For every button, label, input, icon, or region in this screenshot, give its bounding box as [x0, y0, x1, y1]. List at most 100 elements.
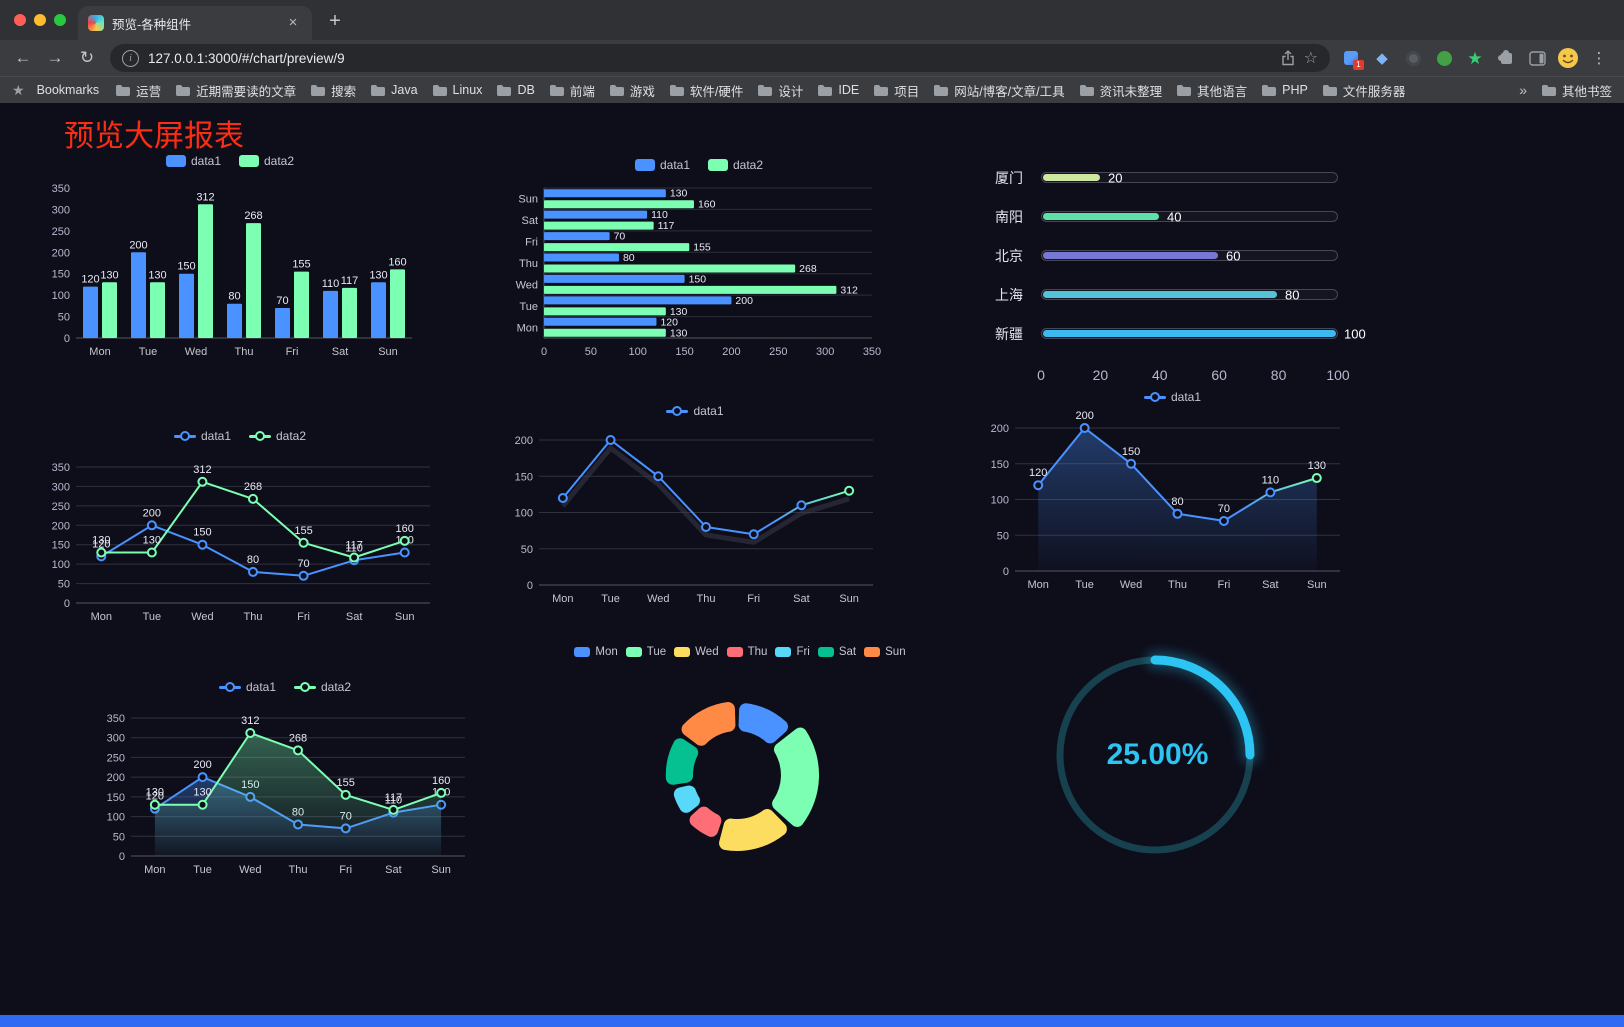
pie-slice-Tue[interactable] — [772, 727, 820, 827]
legend-marker — [239, 155, 259, 167]
site-info-icon[interactable]: i — [122, 49, 139, 67]
bookmark-folder[interactable]: 文件服务器 — [1322, 81, 1405, 100]
svg-text:0: 0 — [64, 598, 70, 610]
svg-text:80: 80 — [623, 252, 635, 264]
svg-text:160: 160 — [432, 775, 450, 787]
svg-text:50: 50 — [521, 544, 533, 556]
legend-item-Tue[interactable]: Tue — [625, 646, 666, 658]
bookmark-folder[interactable]: 运营 — [115, 81, 161, 100]
pie-slice-Sat[interactable] — [665, 738, 699, 785]
legend-item-Fri[interactable]: Fri — [775, 646, 810, 658]
bookmark-folder[interactable]: DB — [496, 83, 535, 97]
legend-item-Sun[interactable]: Sun — [864, 646, 906, 658]
legend-marker — [864, 647, 881, 657]
legend-item-Wed[interactable]: Wed — [674, 646, 719, 658]
extension-icon-dark-circle[interactable] — [1400, 45, 1426, 71]
bookmarks-overflow-chevron[interactable]: » — [1519, 82, 1527, 98]
tab-close-icon[interactable]: × — [288, 14, 298, 31]
legend-label: data1 — [190, 154, 221, 168]
profile-avatar[interactable] — [1555, 45, 1581, 71]
svg-text:Wed: Wed — [191, 611, 213, 623]
legend-item-data1[interactable]: data1 — [1143, 390, 1201, 404]
pie-slice-Sun[interactable] — [681, 701, 736, 746]
bookmark-folder[interactable]: 软件/硬件 — [669, 81, 743, 100]
legend-item-data1[interactable]: data1 — [173, 429, 231, 443]
legend-item-data2[interactable]: data2 — [239, 154, 294, 168]
bookmark-folder[interactable]: 其他语言 — [1176, 81, 1247, 100]
bookmark-folder[interactable]: 资讯未整理 — [1079, 81, 1162, 100]
forward-button[interactable]: → — [46, 48, 64, 67]
back-button[interactable]: ← — [14, 48, 32, 67]
pie-slice-Fri[interactable] — [673, 785, 700, 813]
legend-item-data2[interactable]: data2 — [708, 158, 763, 172]
extensions-puzzle-icon[interactable] — [1493, 45, 1519, 71]
svg-text:50: 50 — [113, 831, 125, 843]
legend-item-Thu[interactable]: Thu — [726, 646, 767, 658]
pie-slice-Wed[interactable] — [719, 808, 787, 851]
bookmark-folder[interactable]: 搜索 — [310, 81, 356, 100]
bookmark-folder[interactable]: Java — [370, 83, 418, 97]
legend-label: data2 — [321, 680, 352, 694]
svg-text:200: 200 — [52, 247, 70, 259]
legend-item-Mon[interactable]: Mon — [574, 646, 618, 658]
extension-icon-green-circle[interactable] — [1431, 45, 1457, 71]
bookmark-label: 网站/博客/文章/工具 — [954, 84, 1065, 99]
bookmark-folder[interactable]: 游戏 — [609, 81, 655, 100]
share-icon[interactable] — [1281, 50, 1295, 66]
minimize-window-button[interactable] — [34, 14, 46, 26]
progress-label: 上海 — [995, 286, 1023, 303]
svg-text:120: 120 — [1029, 467, 1047, 479]
menu-dots-icon[interactable]: ⋮ — [1591, 50, 1607, 67]
bookmark-folder[interactable]: Linux — [432, 83, 482, 97]
legend-marker — [173, 431, 196, 441]
other-bookmarks-folder[interactable]: 其他书签 — [1541, 81, 1612, 100]
svg-text:200: 200 — [515, 435, 533, 447]
fullscreen-window-button[interactable] — [54, 14, 66, 26]
legend-item-data2[interactable]: data2 — [294, 680, 351, 694]
progress-label: 厦门 — [995, 169, 1023, 186]
svg-text:130: 130 — [670, 188, 688, 200]
svg-text:130: 130 — [143, 534, 161, 546]
sidebar-toggle-icon[interactable] — [1524, 45, 1550, 71]
svg-text:312: 312 — [196, 191, 214, 203]
extension-icon-grid[interactable]: 1 — [1338, 45, 1364, 71]
legend-item-data2[interactable]: data2 — [249, 429, 306, 443]
bookmark-folder[interactable]: 网站/博客/文章/工具 — [933, 81, 1065, 100]
legend-item-data1[interactable]: data1 — [165, 154, 221, 168]
svg-text:Fri: Fri — [297, 611, 310, 623]
svg-text:350: 350 — [52, 183, 70, 195]
close-window-button[interactable] — [14, 14, 26, 26]
svg-text:200: 200 — [735, 295, 753, 307]
legend-item-data1[interactable]: data1 — [634, 158, 690, 172]
bookmarks-star-icon[interactable]: ★ — [12, 81, 25, 98]
bookmark-folder[interactable]: 项目 — [873, 81, 919, 100]
svg-text:130: 130 — [369, 269, 387, 281]
bookmark-folder[interactable]: 前端 — [549, 81, 595, 100]
bookmark-folder[interactable]: IDE — [817, 83, 859, 97]
bookmark-star-icon[interactable]: ☆ — [1303, 50, 1318, 67]
legend-item-data1[interactable]: data1 — [218, 680, 276, 694]
legend-item-Sat[interactable]: Sat — [817, 646, 856, 658]
new-tab-button[interactable]: + — [329, 9, 341, 32]
legend-item-data1[interactable]: data1 — [666, 404, 724, 418]
toolbar-extensions: 1 ◆ ★ ⋮ — [1338, 45, 1616, 71]
bookmark-folder[interactable]: PHP — [1261, 83, 1308, 97]
extension-icon-gem[interactable]: ◆ — [1369, 45, 1395, 71]
extension-icon-green-star[interactable]: ★ — [1462, 45, 1488, 71]
bookmarks-label[interactable]: Bookmarks — [36, 83, 100, 97]
svg-text:Wed: Wed — [185, 346, 207, 358]
bookmark-folder[interactable]: 设计 — [757, 81, 803, 100]
address-bar[interactable]: i 127.0.0.1:3000/#/chart/preview/9 ☆ — [110, 44, 1330, 72]
browser-tab[interactable]: 预览-各种组件 × — [78, 6, 312, 40]
svg-text:Tue: Tue — [1075, 579, 1094, 591]
chart-legend: data1 data2 — [40, 154, 420, 168]
pie-slice-Mon[interactable] — [738, 703, 789, 744]
svg-text:Tue: Tue — [139, 346, 158, 358]
bookmark-folder[interactable]: 近期需要读的文章 — [175, 81, 296, 100]
reload-button[interactable]: ↻ — [79, 48, 95, 67]
folder-icon — [1322, 84, 1338, 97]
chart-canvas: 0 50 100 150 200 250 300 350 Mon Tue Wed Thu Fri Sat S… — [52, 462, 430, 623]
pie-slice-Thu[interactable] — [689, 806, 722, 837]
svg-text:312: 312 — [241, 715, 259, 727]
